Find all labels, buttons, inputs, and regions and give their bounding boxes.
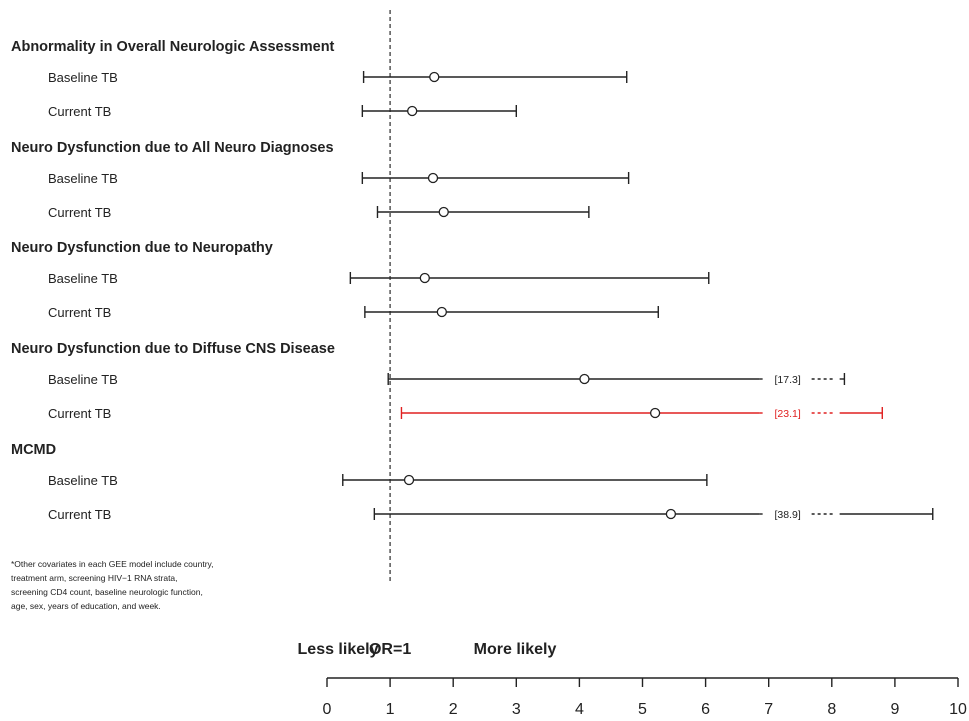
row-label: Baseline TB [48, 70, 118, 85]
x-tick-label: 3 [512, 701, 521, 718]
row-label: Current TB [48, 406, 111, 421]
odds-ratio-point [427, 172, 439, 184]
footnote-line: treatment arm, screening HIV−1 RNA strat… [11, 573, 178, 583]
x-tick-label: 4 [575, 701, 584, 718]
x-tick-label: 5 [638, 701, 647, 718]
ci-upper-label: [17.3] [774, 374, 800, 386]
x-tick-label: 2 [449, 701, 458, 718]
odds-ratio-point [403, 474, 415, 486]
group-title: Neuro Dysfunction due to Diffuse CNS Dis… [11, 341, 335, 357]
x-tick-label: 8 [827, 701, 836, 718]
odds-ratio-point [438, 206, 449, 218]
odds-ratio-point [419, 272, 430, 284]
row-label: Current TB [48, 205, 111, 220]
row-label: Baseline TB [48, 171, 118, 186]
footnote: *Other covariates in each GEE model incl… [11, 557, 301, 613]
group-title: MCMD [11, 442, 56, 458]
footnote-line: screening CD4 count, baseline neurologic… [11, 587, 203, 597]
row-label: Baseline TB [48, 372, 118, 387]
odds-ratio-point [436, 306, 447, 318]
row-label: Current TB [48, 305, 111, 320]
direction-label-right: More likely [474, 641, 557, 658]
odds-ratio-point [429, 71, 440, 83]
x-tick-label: 10 [949, 701, 967, 718]
group-title: Neuro Dysfunction due to Neuropathy [11, 240, 273, 256]
footnote-line: *Other covariates in each GEE model incl… [11, 559, 214, 569]
group-title: Neuro Dysfunction due to All Neuro Diagn… [11, 140, 334, 156]
row-label: Current TB [48, 507, 111, 522]
x-tick-label: 0 [323, 701, 332, 718]
row-label: Baseline TB [48, 473, 118, 488]
x-tick-label: 6 [701, 701, 710, 718]
x-tick-label: 1 [386, 701, 395, 718]
ci-upper-label: [38.9] [774, 509, 800, 521]
row-label: Current TB [48, 104, 111, 119]
odds-ratio-point [407, 105, 418, 117]
odds-ratio-point [649, 407, 661, 419]
odds-ratio-point [579, 373, 590, 385]
ci-upper-label: [23.1] [774, 408, 800, 420]
direction-label-center: OR=1 [369, 641, 411, 658]
direction-label-left: Less likely [298, 641, 379, 658]
odds-ratio-point [665, 508, 677, 520]
row-label: Baseline TB [48, 271, 118, 286]
group-title: Abnormality in Overall Neurologic Assess… [11, 39, 335, 55]
x-tick-label: 7 [764, 701, 773, 718]
x-tick-label: 9 [890, 701, 899, 718]
footnote-line: age, sex, years of education, and week. [11, 601, 161, 611]
